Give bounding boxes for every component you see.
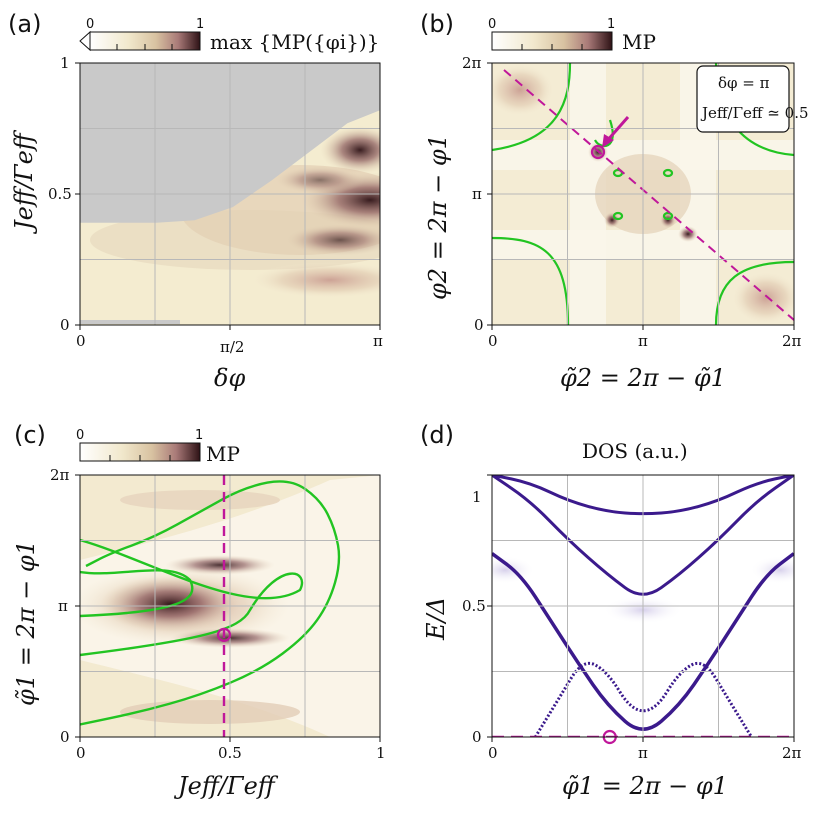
xtick-b-2: 2π [782,332,802,350]
panel-d: (d) DOS (a.u.) 0 π [420,421,802,800]
xtick-b-1: π [638,332,648,350]
marker-c [216,627,232,642]
xtick-c-0: 0 [76,744,86,762]
axis-b: 0 π 2π 0 π 2π φ̃2 = 2π − φ̃1 φ2 = 2π − φ… [424,54,802,392]
dos-band-band2 [492,552,794,731]
xtick-c-2: 1 [376,744,386,762]
xtick-a-0: 0 [76,332,86,350]
panel-c: (c) 0 1 MP [12,421,386,800]
xlabel-c: Jeff/Γeff [173,772,279,800]
ytick-d-0: 0 [472,728,482,746]
xlabel-d: φ̃1 = 2π − φ1 [562,772,728,800]
dos-band-band1 [492,475,794,516]
colorbar-b-min: 0 [488,17,496,32]
ytick-c-0: 0 [60,728,70,746]
hotspot-b-bottomright [732,272,794,324]
dos-band-band3 [492,475,794,596]
xtick-a-2: π [373,332,383,350]
ytick-b-0: 0 [474,316,484,334]
ytick-b-2: 2π [462,54,482,72]
ylabel-c: φ̃1 = 2π − φ1 [12,540,40,706]
ylabel-d: E/Δ [422,597,450,641]
green-curve-c [80,480,341,726]
hotspot-c-center [100,576,240,632]
title-d: DOS (a.u.) [582,439,688,463]
annotation-b-line1: δφ = π [718,74,770,92]
axis-a: 0 π/2 π 0 0.5 1 δφ Jeff/Γeff [10,54,383,392]
colorbar-b-max: 1 [607,17,615,32]
xtick-d-1: π [638,744,648,762]
dos-bands [492,475,794,737]
annotation-b: δφ = π Jeff/Γeff ≃ 0.5 [696,65,809,133]
xlabel-a: δφ [214,364,245,392]
panel-label-a: (a) [8,10,41,38]
hotspot-b-topleft [492,64,554,116]
panel-label-b: (b) [420,10,454,38]
colorbar-c-max: 1 [195,428,203,443]
ytick-c-1: π [58,597,68,615]
xtick-d-2: 2π [782,744,802,762]
xtick-c-1: 0.5 [218,744,242,762]
ytick-a-1: 0.5 [48,185,72,203]
dos-band-band4 [534,661,753,737]
hotspot-a-lower [285,224,380,256]
marker-b [590,144,606,160]
ytick-d-2: 1 [472,488,482,506]
colorbar-a-min: 0 [86,17,94,32]
ylabel-b: φ2 = 2π − φ1 [424,134,452,300]
hotspot-a-upper [320,126,380,174]
xtick-b-0: 0 [488,332,498,350]
panel-label-c: (c) [14,421,46,449]
panel-label-d: (d) [420,421,454,449]
colorbar-c: 0 1 MP [76,428,240,466]
ytick-a-0: 0 [60,316,70,334]
panel-a: (a) 0 1 max {MP({φi})} [8,10,383,392]
contours-b [492,63,794,325]
axis-c: 0 0.5 1 0 π 2π Jeff/Γeff φ̃1 = 2π − φ1 [12,466,386,800]
xtick-a-1: π/2 [220,338,244,356]
ytick-b-1: π [472,185,482,203]
ytick-c-2: 2π [50,466,70,484]
hotspot-c-upper [165,555,275,575]
xlabel-b: φ̃2 = 2π − φ̃1 [560,364,726,392]
xtick-d-0: 0 [488,744,498,762]
ytick-a-2: 1 [60,54,70,72]
colorbar-b: 0 1 MP [488,17,656,54]
diagonal-b [503,69,794,321]
axis-d: 0 π 2π 0 0.5 1 φ̃1 = 2π − φ1 E/Δ [422,474,802,800]
colorbar-c-label: MP [206,442,240,466]
colorbar-a-max: 1 [196,17,204,32]
colorbar-a: 0 1 max {MP({φi})} [79,17,379,54]
annotation-b-line2: Jeff/Γeff ≃ 0.5 [700,104,809,122]
panel-b: (b) 0 1 MP [420,10,809,392]
ylabel-a: Jeff/Γeff [10,129,38,235]
colorbar-c-min: 0 [76,428,84,443]
colorbar-a-label: max {MP({φi})} [210,30,379,54]
ytick-d-1: 0.5 [462,597,486,615]
colorbar-b-label: MP [622,30,656,54]
